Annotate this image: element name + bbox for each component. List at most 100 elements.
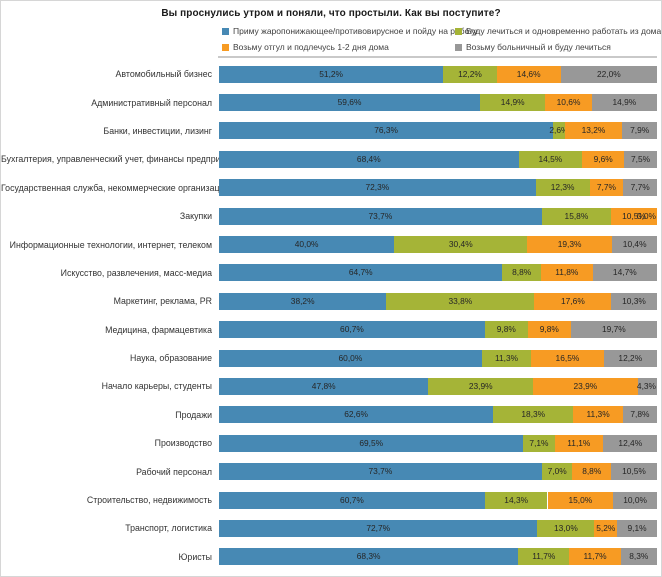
bar-track: 68,3% 11,7% 11,7% 8,3% <box>219 548 657 566</box>
bar-segment <box>219 463 542 481</box>
bar-track: 72,7% 13,0% 5,2% 9,1% <box>219 519 657 537</box>
bar-segment <box>523 434 555 452</box>
bar-segment <box>592 264 657 282</box>
value-label: 73,7% <box>368 466 393 477</box>
bar-segment <box>541 463 573 481</box>
legend-item: Буду лечиться и одновременно работать из… <box>455 26 661 36</box>
bar-segment <box>219 491 485 509</box>
bar-segment <box>533 377 638 395</box>
value-label: 11,7% <box>583 551 607 562</box>
legend-label: Возьму отгул и подлечусь 1-2 дня дома <box>233 42 389 52</box>
value-label: 7,8% <box>630 409 650 420</box>
bar-segment <box>603 349 657 367</box>
bar-segment <box>622 406 657 424</box>
value-label: 72,7% <box>366 522 391 533</box>
value-label: 68,3% <box>356 551 381 562</box>
bar-row: Административный персонал 59,6% 14,9% 10,6%… <box>1 88 661 116</box>
legend-item: Возьму больничный и буду лечиться <box>455 42 661 52</box>
value-label: 64,7% <box>348 267 373 278</box>
value-label: 68,4% <box>356 153 381 164</box>
bar-segment <box>537 519 595 537</box>
bar-track: 68,4% 14,5% 9,6% 7,5% <box>219 150 657 168</box>
bar-segment <box>611 292 657 310</box>
value-label: 9,1% <box>627 522 647 533</box>
value-label: 19,3% <box>557 239 582 250</box>
value-label: 12,4% <box>618 437 643 448</box>
bar-track: 64,7% 8,8% 11,8% 14,7% <box>219 264 657 282</box>
bar-segment <box>573 406 623 424</box>
bar-segment <box>496 65 561 83</box>
value-label: 9,8% <box>539 324 559 335</box>
legend-label: Буду лечиться и одновременно работать из… <box>466 26 662 36</box>
value-label: 8,3% <box>629 551 649 562</box>
bar-row: Наука, образование 60,0% 11,3% 16,5% 12,2% <box>1 344 661 372</box>
bar-segment <box>617 519 657 537</box>
value-label: 12,3% <box>550 182 575 193</box>
bar-segment <box>518 548 570 566</box>
bar-segment <box>219 519 538 537</box>
legend-label: Приму жаропонижающее/противовирусное и п… <box>233 26 478 36</box>
value-label: 22,0% <box>596 68 621 79</box>
bar-segment <box>572 463 611 481</box>
value-label: 62,6% <box>344 409 368 420</box>
bar-row: Юристы 68,3% 11,7% 11,7% 8,3% <box>1 543 661 571</box>
bar-track: 73,7% 7,0% 8,8% 10,5% <box>219 463 657 481</box>
value-label: 11,8% <box>555 267 579 278</box>
bar-row: Автомобильный бизнес 51,2% 12,2% 14,6% 22,0% <box>1 60 661 88</box>
bar-row: Производство 69,5% 7,1% 11,1% 12,4% <box>1 429 661 457</box>
bar-row: Транспорт, логистика 72,7% 13,0% 5,2% 9,1% <box>1 514 661 542</box>
bar-track: 62,6% 18,3% 11,3% 7,8% <box>219 406 657 424</box>
bar-segment <box>624 150 657 168</box>
bar-segment <box>527 236 612 254</box>
category-label: Транспорт, логистика <box>125 523 212 534</box>
bar-segment <box>541 207 611 225</box>
value-label: 7,7% <box>630 182 650 193</box>
category-label: Банки, инвестиции, лизинг <box>103 125 212 136</box>
bar-row: Маркетинг, реклама, PR 38,2% 33,8% 17,6% 10,… <box>1 287 661 315</box>
value-label: 76,3% <box>374 125 398 136</box>
value-label: 17,6% <box>561 295 585 306</box>
category-label: Продажи <box>175 409 212 420</box>
bar-row: Строительство, недвижимость 60,7% 14,3% 15,… <box>1 486 661 514</box>
bar-track: 38,2% 33,8% 17,6% 10,3% <box>219 292 657 310</box>
bar-segment <box>622 122 657 140</box>
bar-segment <box>219 434 524 452</box>
plot-area: Автомобильный бизнес 51,2% 12,2% 14,6% 22,0%… <box>1 56 661 571</box>
value-label: 10,3% <box>622 295 646 306</box>
value-label: 11,3% <box>586 409 610 420</box>
category-label: Автомобильный бизнес <box>115 69 212 80</box>
value-label: 7,1% <box>529 437 549 448</box>
bar-segment <box>484 491 548 509</box>
bar-segment <box>611 236 658 254</box>
bar-segment <box>394 236 528 254</box>
bar-segment <box>554 434 604 452</box>
legend-marker-icon <box>455 27 462 35</box>
value-label: 16,5% <box>555 352 580 363</box>
value-label: 18,3% <box>521 409 546 420</box>
bar-segment <box>545 94 592 112</box>
value-label: 40,0% <box>294 239 319 250</box>
bar-segment <box>553 122 565 140</box>
value-label: 12,2% <box>618 352 643 363</box>
category-label: Государственная служба, некоммерческие о… <box>1 182 230 193</box>
bar-row: Информационные технологии, интернет, тел… <box>1 230 661 258</box>
bar-segment <box>493 406 574 424</box>
value-label: 60,7% <box>340 494 364 505</box>
value-label: 47,8% <box>311 380 336 391</box>
value-label: 9,8% <box>496 324 516 335</box>
value-label: 38,2% <box>290 295 315 306</box>
bar-segment <box>623 179 657 197</box>
value-label: 14,6% <box>516 68 541 79</box>
bar-segment <box>582 150 625 168</box>
value-label: 13,0% <box>554 522 578 533</box>
bar-segment <box>594 519 618 537</box>
bar-track: 72,3% 12,3% 7,7% 7,7% <box>219 179 657 197</box>
bar-segment <box>443 65 497 83</box>
legend-item: Приму жаропонижающее/противовирусное и п… <box>222 26 477 36</box>
bar-segment <box>637 377 657 395</box>
bar-segment <box>560 65 657 83</box>
bar-segment <box>611 207 657 225</box>
plot-top-border <box>218 56 657 58</box>
legend-label: Возьму больничный и буду лечиться <box>466 42 611 52</box>
